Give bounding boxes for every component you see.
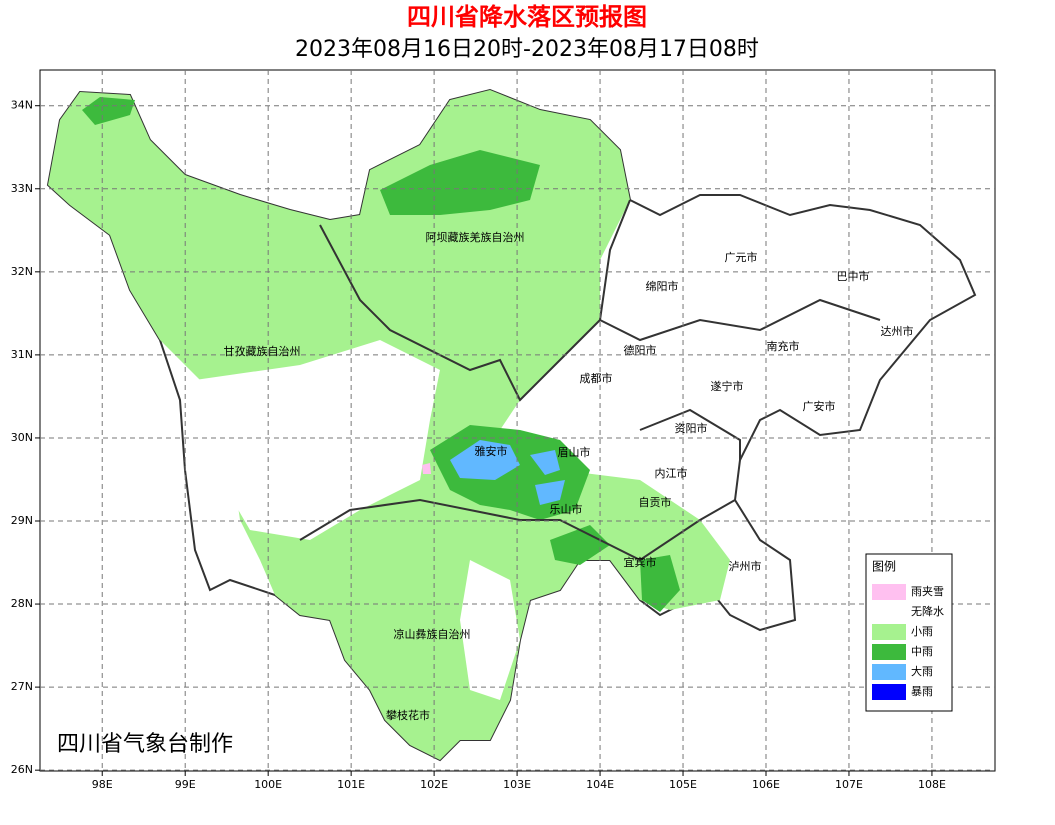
legend-label: 雨夹雪: [911, 585, 944, 598]
legend-label: 小雨: [911, 625, 933, 638]
region-label: 德阳市: [624, 343, 657, 357]
region-label: 广元市: [725, 250, 758, 264]
subtitle: 2023年08月16日20时-2023年08月17日08时: [295, 37, 759, 62]
heavy-rain-area: [535, 480, 565, 505]
legend-swatch: [872, 584, 906, 600]
region-label: 眉山市: [558, 445, 591, 459]
region-label: 雅安市: [475, 444, 508, 458]
region-boundary: [319, 199, 631, 402]
x-tick-label: 100E: [254, 778, 282, 791]
axes: 98E 99E 100E 101E 102E 103E 104E 105E 106E 107E 10…: [11, 70, 995, 791]
precip-areas: [46, 88, 977, 762]
region-label: 广安市: [803, 399, 836, 413]
x-tick-label: 102E: [420, 778, 448, 791]
region-label: 达州市: [881, 324, 914, 338]
region-label: 阿坝藏族羌族自治州: [426, 230, 525, 244]
region-label: 泸州市: [729, 559, 762, 573]
legend-swatch: [872, 644, 906, 660]
y-tick-label: 27N: [11, 680, 33, 693]
y-tick-label: 26N: [11, 763, 33, 776]
legend-label: 中雨: [911, 645, 933, 658]
moderate-rain-area: [82, 97, 135, 125]
region-label: 凉山彝族自治州: [394, 627, 471, 641]
y-tick-label: 33N: [11, 182, 33, 195]
x-tick-label: 99E: [175, 778, 196, 791]
moderate-rain-area: [640, 555, 680, 612]
region-label: 内江市: [655, 466, 688, 480]
x-tick-label: 101E: [337, 778, 365, 791]
region-label: 宜宾市: [624, 555, 657, 569]
y-tick-label: 29N: [11, 514, 33, 527]
x-tick-label: 107E: [835, 778, 863, 791]
y-tick-label: 28N: [11, 597, 33, 610]
region-label: 成都市: [580, 371, 613, 385]
heavy-rain-area: [450, 440, 520, 480]
region-label: 遂宁市: [711, 379, 744, 393]
heavy-rain-area: [530, 450, 560, 475]
title: 四川省降水落区预报图: [407, 3, 647, 31]
legend-label: 暴雨: [911, 685, 933, 698]
moderate-rain-area: [550, 525, 610, 565]
region-label: 甘孜藏族自治州: [224, 344, 301, 358]
x-tick-label: 106E: [752, 778, 780, 791]
region-label: 攀枝花市: [386, 708, 430, 722]
legend-swatch: [872, 604, 906, 620]
x-tick-label: 98E: [92, 778, 113, 791]
legend-swatch: [872, 664, 906, 680]
y-tick-label: 30N: [11, 431, 33, 444]
sleet-area: [422, 463, 431, 474]
region-label: 巴中市: [837, 269, 870, 283]
moderate-rain-area: [380, 150, 540, 215]
legend-label: 无降水: [911, 604, 944, 618]
no-rain-area: [460, 560, 520, 700]
region-label: 乐山市: [550, 502, 583, 516]
region-label: 绵阳市: [646, 279, 679, 293]
legend-swatch: [872, 624, 906, 640]
region-label: 自贡市: [639, 495, 672, 509]
region-boundary: [639, 408, 741, 460]
credit: 四川省气象台制作: [57, 732, 233, 757]
x-tick-label: 105E: [669, 778, 697, 791]
y-tick-label: 34N: [11, 99, 33, 112]
region-boundary: [299, 498, 736, 562]
y-tick-label: 31N: [11, 348, 33, 361]
x-tick-label: 108E: [918, 778, 946, 791]
x-tick-label: 104E: [586, 778, 614, 791]
legend-label: 大雨: [911, 664, 933, 678]
legend-title: 图例: [872, 560, 896, 574]
region-label: 南充市: [767, 339, 800, 353]
y-tick-label: 32N: [11, 265, 33, 278]
region-boundary: [599, 298, 881, 342]
x-tick-label: 103E: [503, 778, 531, 791]
region-label: 资阳市: [675, 421, 708, 435]
legend-swatch: [872, 684, 906, 700]
no-rain-area: [195, 340, 440, 540]
